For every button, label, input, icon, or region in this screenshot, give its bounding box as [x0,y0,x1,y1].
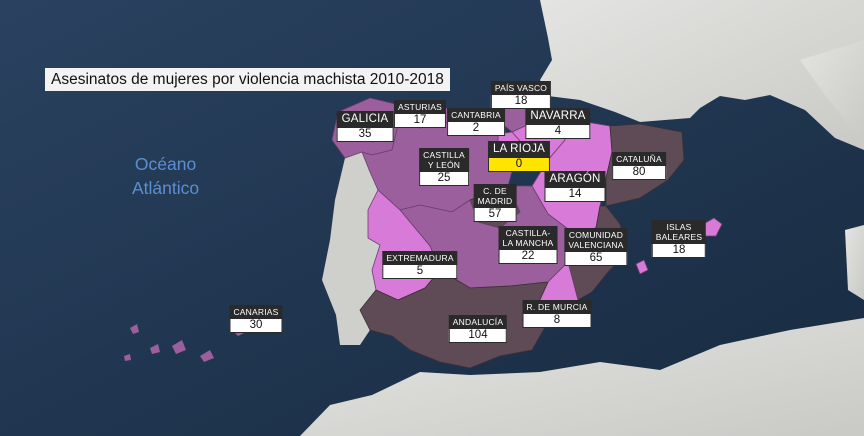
region-canarias-3 [150,344,160,354]
region-value: 17 [393,114,447,128]
region-name: ANDALUCÍA [448,315,508,329]
region-value: 104 [448,329,508,343]
region-badge-galicia: GALICIA 35 [336,111,394,142]
region-name: CASTILLA Y LEÓN [419,148,469,172]
region-name: CANTABRIA [447,108,505,122]
map-title: Asesinatos de mujeres por violencia mach… [45,68,450,91]
region-badge-islas-baleares: ISLAS BALEARES 18 [651,220,707,258]
region-canarias-1 [130,324,139,334]
region-badge-comunidad-valenciana: COMUNIDAD VALENCIANA 65 [564,228,628,266]
region-badge-aragon: ARAGÓN 14 [544,171,606,202]
region-badge-madrid: C. DE MADRID 57 [473,184,517,222]
region-badge-canarias: CANARIAS 30 [229,305,283,333]
ocean-label-line2: Atlántico [132,178,200,198]
region-value: 57 [473,208,517,222]
region-badge-extremadura: EXTREMADURA 5 [382,251,458,279]
region-value: 5 [382,265,458,279]
region-canarias-5 [200,350,214,362]
region-name: ASTURIAS [393,100,447,114]
region-badge-castilla-mancha: CASTILLA- LA MANCHA 22 [498,226,558,264]
region-value: 22 [498,250,558,264]
region-name: C. DE MADRID [473,184,517,208]
region-name: LA RIOJA [487,141,551,158]
region-name: CANARIAS [229,305,283,319]
region-value: 65 [564,252,628,266]
region-islas-baleares-ibiza [635,259,649,275]
region-canarias-4 [172,340,186,354]
region-badge-navarra: NAVARRA 4 [525,108,591,139]
region-badge-la-rioja: LA RIOJA 0 [487,141,551,172]
region-value: 0 [487,158,551,172]
region-value: 14 [544,188,606,202]
region-badge-pais-vasco: PAÍS VASCO 18 [490,81,552,109]
sardinia [845,225,864,300]
region-value: 30 [229,319,283,333]
region-badge-andalucia: ANDALUCÍA 104 [448,315,508,343]
region-value: 25 [419,172,469,186]
africa-landmass [300,318,864,436]
region-name: EXTREMADURA [382,251,458,265]
region-name: ISLAS BALEARES [651,220,707,244]
region-badge-cantabria: CANTABRIA 2 [447,108,505,136]
region-value: 8 [522,314,592,328]
ocean-label: Océano Atlántico [132,152,199,200]
region-value: 18 [490,95,552,109]
region-value: 35 [336,128,394,142]
region-name: CASTILLA- LA MANCHA [498,226,558,250]
region-name: PAÍS VASCO [490,81,552,95]
france-landmass [540,0,864,150]
region-name: ARAGÓN [544,171,606,188]
ocean-label-line1: Océano [134,154,197,174]
region-name: NAVARRA [525,108,591,125]
region-value: 18 [651,244,707,258]
region-value: 80 [612,166,666,180]
region-value: 4 [525,125,591,139]
region-name: GALICIA [336,111,394,128]
region-name: R. DE MURCIA [522,300,592,314]
italy-landmass [800,40,864,140]
region-badge-cataluna: CATALUÑA 80 [612,152,666,180]
region-value: 2 [447,122,505,136]
region-name: COMUNIDAD VALENCIANA [564,228,628,252]
region-badge-murcia: R. DE MURCIA 8 [522,300,592,328]
region-name: CATALUÑA [612,152,666,166]
portugal [322,152,380,345]
region-badge-castilla-leon: CASTILLA Y LEÓN 25 [419,148,469,186]
region-badge-asturias: ASTURIAS 17 [393,100,447,128]
region-canarias-2 [124,354,131,361]
